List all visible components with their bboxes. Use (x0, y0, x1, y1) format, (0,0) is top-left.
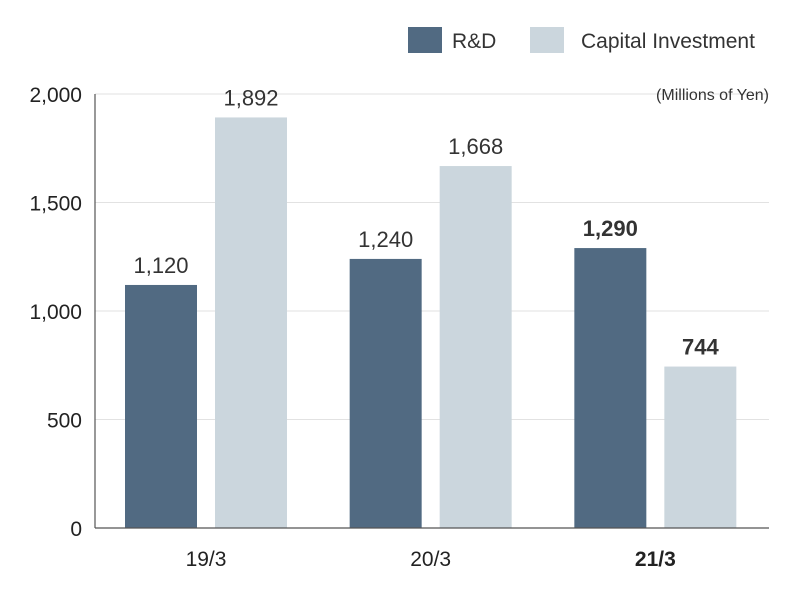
data-label: 1,120 (133, 253, 188, 278)
x-category-label: 21/3 (635, 548, 676, 571)
y-tick-label: 1,000 (29, 301, 82, 324)
y-tick-label: 2,000 (29, 84, 82, 107)
grid-lines (95, 93, 769, 420)
unit-note: (Millions of Yen) (656, 87, 769, 104)
x-category-label: 20/3 (410, 548, 451, 571)
axes: 0 500 1,000 1,500 2,000 19/3 20/3 21/3 (29, 84, 769, 571)
bar-capital-investment (215, 117, 287, 528)
data-label: 744 (682, 335, 719, 360)
data-label: 1,668 (448, 134, 503, 159)
legend-swatch (408, 27, 442, 53)
bar-capital-investment (439, 166, 512, 528)
data-label: 1,290 (583, 216, 638, 241)
bars (125, 117, 737, 528)
y-tick-label: 1,500 (29, 193, 82, 216)
data-label: 1,892 (223, 85, 278, 110)
bar-capital-investment (664, 366, 737, 528)
x-category-label: 19/3 (186, 548, 227, 571)
data-label: 1,240 (358, 227, 413, 252)
bar-rnd (349, 258, 422, 528)
legend-swatch (530, 27, 564, 53)
legend-label: R&D (452, 30, 496, 53)
data-labels: 1,120 1,892 1,240 1,668 1,290 744 (133, 85, 719, 359)
y-tick-label: 500 (47, 410, 82, 433)
bar-rnd (125, 284, 197, 528)
y-tick-label: 0 (70, 518, 82, 541)
bar-rnd (574, 248, 647, 528)
legend: R&D Capital Investment (408, 27, 755, 53)
legend-label: Capital Investment (581, 30, 755, 53)
